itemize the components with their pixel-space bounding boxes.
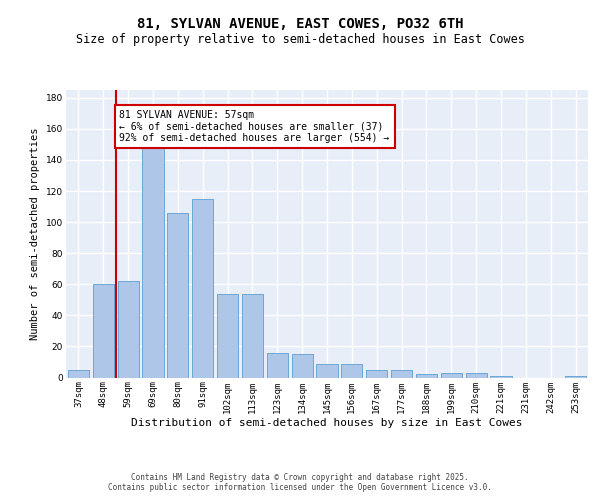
Text: 81, SYLVAN AVENUE, EAST COWES, PO32 6TH: 81, SYLVAN AVENUE, EAST COWES, PO32 6TH xyxy=(137,18,463,32)
Bar xyxy=(441,373,462,378)
X-axis label: Distribution of semi-detached houses by size in East Cowes: Distribution of semi-detached houses by … xyxy=(131,418,523,428)
Bar xyxy=(142,143,164,378)
Bar xyxy=(217,294,238,378)
Bar xyxy=(242,294,263,378)
Bar xyxy=(267,352,288,378)
Bar xyxy=(416,374,437,378)
Bar xyxy=(292,354,313,378)
Text: 81 SYLVAN AVENUE: 57sqm
← 6% of semi-detached houses are smaller (37)
92% of sem: 81 SYLVAN AVENUE: 57sqm ← 6% of semi-det… xyxy=(119,110,389,144)
Bar xyxy=(391,370,412,378)
Bar xyxy=(167,213,188,378)
Y-axis label: Number of semi-detached properties: Number of semi-detached properties xyxy=(31,128,40,340)
Bar xyxy=(366,370,387,378)
Bar xyxy=(565,376,586,378)
Bar xyxy=(466,373,487,378)
Bar xyxy=(316,364,338,378)
Bar xyxy=(93,284,114,378)
Bar xyxy=(490,376,512,378)
Bar xyxy=(68,370,89,378)
Text: Contains HM Land Registry data © Crown copyright and database right 2025.
Contai: Contains HM Land Registry data © Crown c… xyxy=(108,473,492,492)
Text: Size of property relative to semi-detached houses in East Cowes: Size of property relative to semi-detach… xyxy=(76,32,524,46)
Bar xyxy=(118,281,139,378)
Bar xyxy=(192,199,213,378)
Bar xyxy=(341,364,362,378)
